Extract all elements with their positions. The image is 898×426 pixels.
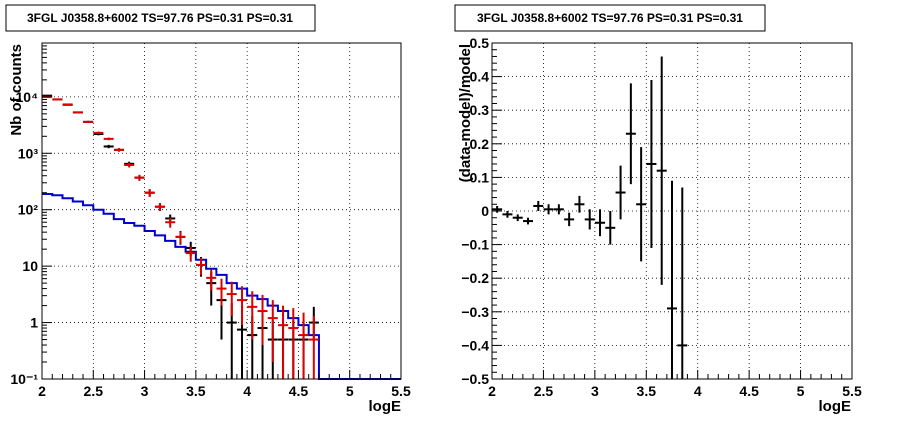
right-data-series [492, 56, 688, 379]
right-data-point [595, 209, 605, 237]
left-x-tick-label: 2 [38, 383, 46, 399]
left-model-point [134, 175, 145, 181]
right-y-axis-label: (data-model)/model [457, 44, 474, 182]
right-title: 3FGL J0358.8+6002 TS=97.76 PS=0.31 PS=0.… [477, 11, 743, 25]
left-y-axis-label: Nb of counts [8, 44, 25, 136]
left-x-tick-label: 4.5 [289, 383, 309, 399]
left-axes: 2 2.5 3 3.5 4 4.5 5 5.5 10⁻¹ 1 10 10² 10³ 10⁴ [10, 42, 411, 399]
left-model-point [52, 98, 63, 101]
right-y-tick-label: −0.5 [461, 371, 489, 387]
left-title-box [5, 4, 316, 32]
right-data-point [615, 165, 626, 220]
left-background-model-line [42, 192, 401, 380]
right-y-tick-label: −0.2 [461, 270, 489, 286]
right-data-point [667, 180, 677, 379]
right-data-point [512, 214, 523, 222]
right-data-point [553, 204, 564, 215]
right-x-axis-label: logE [819, 398, 852, 415]
left-model-point [206, 269, 217, 291]
left-y-tick-label: 10³ [18, 145, 39, 161]
right-x-tick-label: 4.5 [739, 383, 759, 399]
left-x-tick-label: 5 [346, 383, 354, 399]
left-model-point [154, 203, 165, 211]
right-data-point [492, 205, 503, 213]
left-model-point [144, 189, 155, 197]
left-model-point [175, 231, 186, 244]
left-data-point [103, 144, 114, 149]
right-data-point [543, 204, 554, 215]
left-panel: 3FGL J0358.8+6002 TS=97.76 PS=0.31 PS=0.… [5, 4, 411, 415]
right-y-tick-label: −0.1 [461, 237, 489, 253]
right-y-tick-label: −0.3 [461, 304, 489, 320]
left-model-point [247, 291, 258, 340]
left-model-point [124, 162, 135, 168]
right-x-tick-label: 2.5 [534, 383, 554, 399]
left-x-tick-label: 5.5 [391, 383, 411, 399]
left-x-tick-label: 4 [243, 383, 251, 399]
right-data-point [656, 56, 667, 285]
left-x-tick-label: 3 [141, 383, 149, 399]
left-grid [42, 43, 401, 379]
right-x-tick-label: 5.5 [842, 383, 862, 399]
left-model-point [257, 294, 268, 346]
right-data-point [584, 209, 595, 230]
left-model-point [308, 316, 319, 379]
left-y-tick-label: 10⁴ [16, 89, 39, 105]
left-y-tick-label: 1 [30, 315, 38, 331]
left-model-point [298, 312, 309, 379]
left-model-point [195, 257, 206, 275]
right-x-tick-label: 3 [591, 383, 599, 399]
left-title: 3FGL J0358.8+6002 TS=97.76 PS=0.31 PS=0.… [27, 11, 293, 25]
right-panel: 3FGL J0358.8+6002 TS=97.76 PS=0.31 PS=0.… [454, 4, 862, 415]
right-data-point [502, 211, 513, 218]
left-x-tick-label: 3.5 [186, 383, 206, 399]
left-model-point [226, 281, 237, 317]
right-x-tick-label: 4 [694, 383, 702, 399]
right-y-tick-label: 0.2 [470, 136, 490, 152]
left-model-point [216, 278, 227, 306]
right-x-tick-label: 5 [797, 383, 805, 399]
left-model-point [72, 111, 83, 114]
left-x-tick-label: 2.5 [84, 383, 104, 399]
right-data-point [625, 83, 636, 185]
right-y-tick-label: 0.4 [470, 69, 490, 85]
right-data-point [646, 79, 657, 248]
left-model-point [103, 137, 114, 141]
left-y-tick-label: 10⁻¹ [10, 371, 38, 387]
left-model-point [83, 120, 94, 123]
left-model-point [278, 305, 289, 379]
right-x-tick-label: 3.5 [637, 383, 657, 399]
right-title-box [454, 4, 766, 32]
left-model-point [267, 300, 278, 363]
right-data-point [574, 195, 585, 213]
right-data-point [523, 217, 533, 225]
right-data-point [564, 212, 575, 227]
left-model-point [113, 148, 124, 152]
left-model-series [42, 95, 319, 379]
left-model-point [237, 286, 248, 326]
right-data-point [677, 187, 688, 379]
right-y-tick-label: 0 [481, 203, 489, 219]
left-model-point [165, 217, 176, 228]
left-plot-frame [41, 42, 402, 380]
right-y-tick-label: −0.4 [461, 337, 489, 353]
right-x-tick-label: 2 [488, 383, 496, 399]
left-model-point [288, 308, 299, 379]
left-model-point [93, 131, 104, 135]
left-background-model [42, 192, 401, 380]
right-data-point [533, 200, 544, 211]
right-data-point [636, 147, 647, 262]
right-data-point [605, 211, 616, 245]
right-axes: 2 2.5 3 3.5 4 4.5 5 5.5 −0.5 −0.4 −0.3 −0.2 −0.1 0 0.1… [461, 35, 862, 399]
left-y-tick-label: 10 [22, 258, 38, 274]
left-model-point [185, 246, 196, 262]
right-y-tick-label: 0.1 [470, 169, 490, 185]
right-y-tick-label: 0.3 [470, 102, 490, 118]
left-x-axis-label: logE [369, 398, 402, 415]
right-y-tick-label: 0.5 [470, 35, 490, 51]
left-model-point [62, 103, 73, 106]
left-y-tick-label: 10² [18, 202, 39, 218]
